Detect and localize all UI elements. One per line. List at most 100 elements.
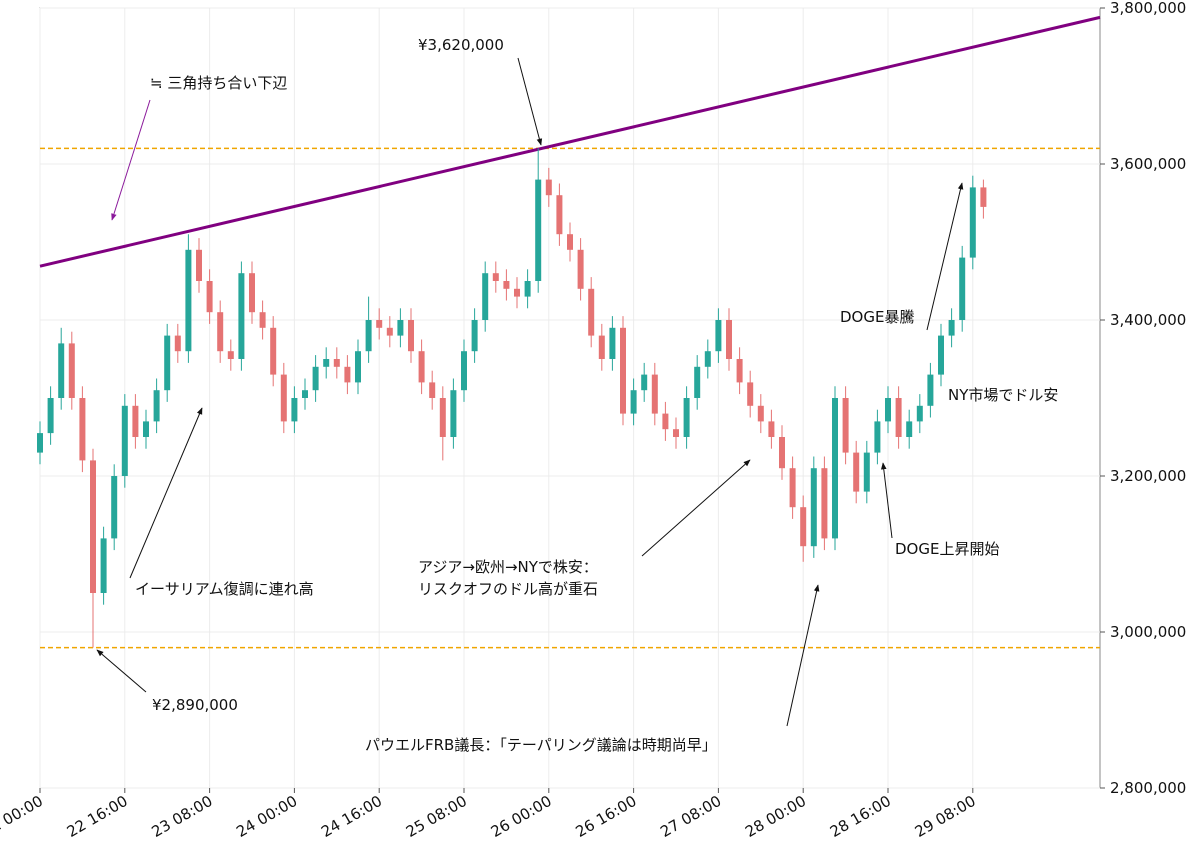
- candle-body: [620, 327, 626, 414]
- annotation: DOGE暴騰: [840, 308, 914, 326]
- candle-body: [439, 398, 446, 437]
- annotation-line: アジア→欧州→NYで株安：: [418, 558, 598, 576]
- annotation-arrow: [517, 57, 543, 146]
- x-tick-label: 27 08:00: [657, 792, 724, 841]
- candle-body: [895, 398, 902, 437]
- candle-body: [79, 398, 86, 461]
- y-tick-label: 3,000,000: [1110, 623, 1186, 641]
- candle-body: [821, 468, 828, 539]
- annotation-arrow: [926, 182, 964, 331]
- candle-body: [959, 257, 966, 320]
- candle-body: [885, 398, 891, 422]
- candle-body: [535, 179, 542, 281]
- candle-body: [90, 460, 96, 593]
- candle-body: [747, 382, 754, 406]
- annotation-line: パウエルFRB議長：「テーパリング議論は時期尚早」: [365, 736, 717, 754]
- plot-frame: [39, 7, 1101, 789]
- annotation: アジア→欧州→NYで株安： リスクオフのドル高が重石: [418, 558, 598, 598]
- annotation: イーサリアム復調に連れ高: [135, 580, 314, 598]
- annotation-line: イーサリアム復調に連れ高: [135, 580, 314, 598]
- y-tick-label: 3,400,000: [1110, 311, 1186, 329]
- candle-body: [355, 351, 361, 383]
- annotation-arrow: [786, 584, 820, 727]
- annotation-line: NY市場でドル安: [948, 386, 1058, 404]
- candle-body: [810, 468, 817, 547]
- candle-body: [662, 413, 669, 430]
- x-tick-label: 24 16:00: [318, 792, 385, 841]
- candle-body: [302, 390, 308, 398]
- candle-body: [673, 429, 679, 437]
- candle-body: [206, 281, 213, 313]
- candle-body: [121, 405, 128, 476]
- candle-body: [185, 249, 192, 352]
- candle-body: [461, 351, 467, 391]
- candle-body: [174, 335, 181, 352]
- y-tick-label: 2,800,000: [1110, 779, 1186, 797]
- candle-body: [609, 327, 616, 359]
- candle-body: [779, 437, 785, 469]
- candle-body: [545, 179, 552, 196]
- candle-body: [736, 359, 743, 383]
- candle-body: [969, 187, 976, 258]
- candle-body: [927, 374, 934, 406]
- annotation: ≒ 三角持ち合い下辺: [150, 74, 287, 92]
- annotation-arrow: [129, 407, 203, 579]
- annotation: NY市場でドル安: [948, 386, 1058, 404]
- candle-body: [577, 249, 584, 289]
- candle-body: [37, 433, 43, 453]
- candle-body: [906, 421, 913, 437]
- candle-body: [323, 359, 330, 367]
- candle-body: [567, 234, 573, 250]
- candle-body: [111, 476, 118, 539]
- annotation-line: ¥2,890,000: [152, 696, 238, 714]
- candle-body: [217, 312, 224, 352]
- annotation-line: ≒ 三角持ち合い下辺: [150, 74, 287, 92]
- candle-body: [238, 273, 245, 359]
- candle-body: [832, 398, 838, 539]
- candle-body: [270, 327, 277, 375]
- candle-body: [482, 273, 489, 320]
- annotation-arrow: [96, 649, 147, 693]
- candle-body: [757, 405, 764, 422]
- trendline: [39, 15, 1101, 268]
- candle-body: [556, 195, 563, 235]
- candle-body: [874, 421, 881, 453]
- candle-body: [789, 468, 796, 508]
- x-tick-label: 26 00:00: [488, 792, 555, 841]
- candle-body: [588, 288, 595, 336]
- candle-body: [683, 398, 690, 437]
- x-tick-label: 29 08:00: [912, 792, 979, 841]
- candle-body: [694, 366, 701, 398]
- annotation-line: ¥3,620,000: [418, 36, 504, 54]
- candle-body: [100, 538, 107, 593]
- x-tick-label: 22 16:00: [64, 792, 131, 841]
- candle-body: [58, 343, 65, 398]
- candle-body: [376, 320, 383, 328]
- candle-body: [47, 398, 54, 434]
- candle-body: [291, 398, 298, 422]
- candle-body: [514, 288, 520, 297]
- annotation: ¥3,620,000: [418, 36, 504, 54]
- annotation: パウエルFRB議長：「テーパリング議論は時期尚早」: [365, 736, 717, 754]
- candle-body: [249, 273, 255, 313]
- candle-body: [651, 374, 658, 414]
- annotation-arrow: [641, 459, 751, 557]
- candle-body: [333, 359, 340, 367]
- x-tick-label: 28 16:00: [827, 792, 894, 841]
- candle-body: [312, 366, 319, 391]
- candle-body: [524, 281, 531, 297]
- candle-body: [471, 320, 478, 352]
- candle-body: [630, 390, 637, 414]
- candle-body: [503, 281, 510, 289]
- candle-body: [800, 507, 807, 547]
- candle-body: [948, 320, 955, 336]
- x-tick-label: 22 00:00: [0, 792, 46, 841]
- candle-body: [408, 320, 414, 352]
- candle-body: [143, 421, 149, 437]
- annotation: DOGE上昇開始: [895, 540, 999, 558]
- candle-body: [280, 374, 287, 422]
- candle-body: [365, 320, 372, 352]
- candle-body: [492, 273, 499, 281]
